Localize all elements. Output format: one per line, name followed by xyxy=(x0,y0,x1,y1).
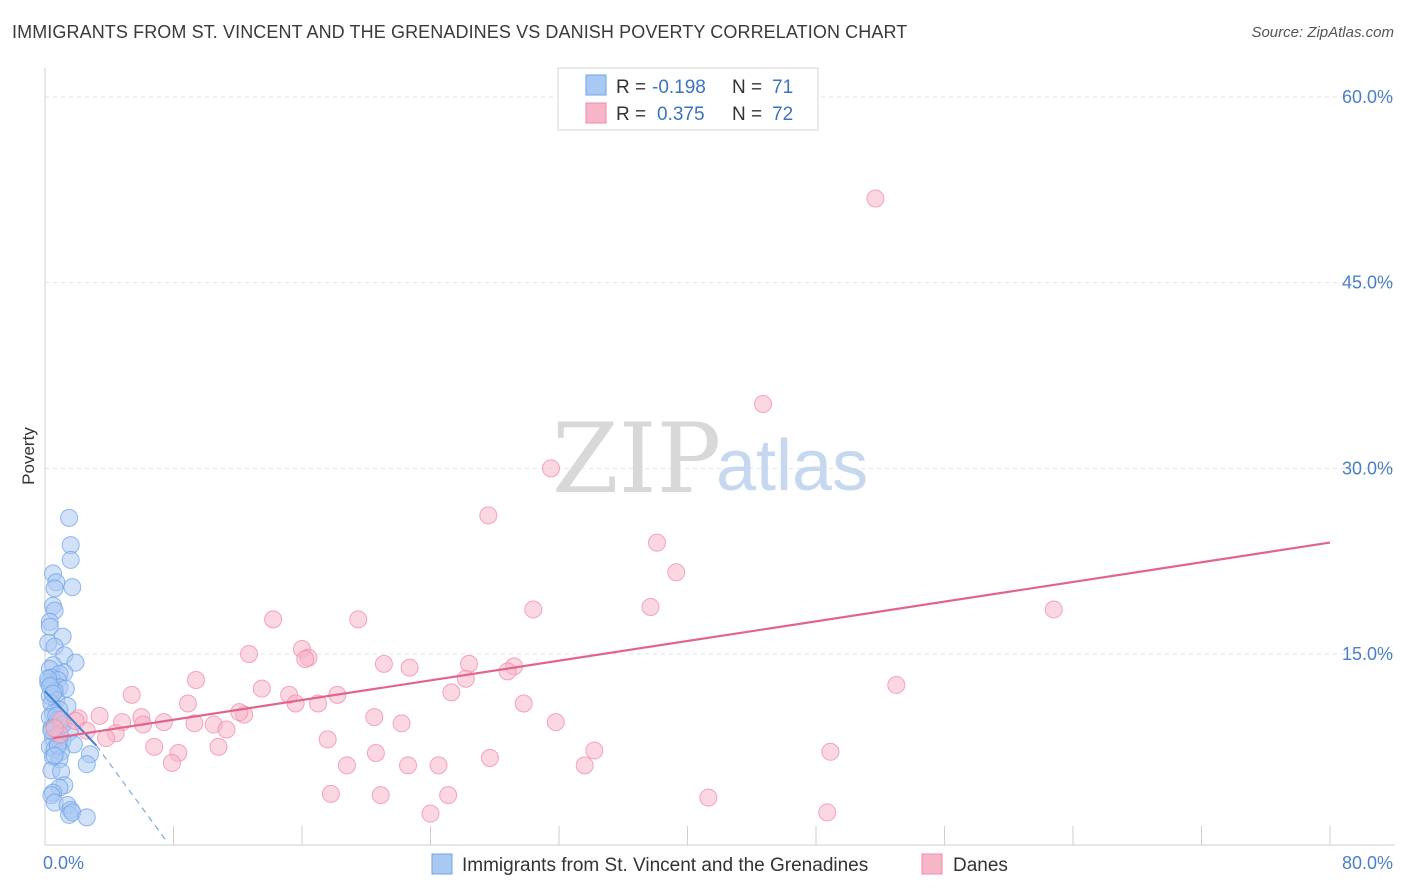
point-series1-68 xyxy=(699,788,718,807)
point-series1-15 xyxy=(374,654,393,673)
point-series1-60 xyxy=(162,753,181,772)
legend-n-value-1: 71 xyxy=(772,77,793,98)
chart-title: IMMIGRANTS FROM ST. VINCENT AND THE GREN… xyxy=(12,22,908,42)
point-series1-45 xyxy=(217,720,236,739)
point-series1-34 xyxy=(90,706,109,725)
point-series1-55 xyxy=(366,744,385,763)
point-series1-8 xyxy=(1044,600,1063,619)
watermark-atlas: atlas xyxy=(716,426,868,506)
watermark-zip: ZIP xyxy=(552,403,721,515)
bottom-legend-swatch-blue xyxy=(431,853,453,875)
trend-line-immigrants-extension xyxy=(95,745,166,841)
point-series1-70 xyxy=(818,803,837,822)
point-series1-14 xyxy=(296,649,315,668)
legend-r-value-2: 0.375 xyxy=(657,104,705,125)
legend-n-value-2: 72 xyxy=(772,104,793,125)
point-series1-7 xyxy=(641,597,660,616)
chart-source: Source: ZipAtlas.com xyxy=(1251,24,1394,41)
point-series1-17 xyxy=(460,654,479,673)
point-series1-41 xyxy=(365,708,384,727)
point-series1-71 xyxy=(45,719,64,738)
point-series1-5 xyxy=(667,563,686,582)
point-series1-10 xyxy=(349,610,368,629)
point-series1-42 xyxy=(392,714,411,733)
point-series0-6 xyxy=(45,579,64,598)
point-series0-0 xyxy=(60,508,79,527)
point-series1-59 xyxy=(480,748,499,767)
y-tick-label-1: 30.0% xyxy=(1342,458,1393,478)
legend-n-label-2: N = xyxy=(732,104,762,125)
point-series0-50 xyxy=(77,755,96,774)
point-series1-62 xyxy=(399,756,418,775)
point-series1-28 xyxy=(178,694,197,713)
legend-swatch-blue xyxy=(585,74,607,96)
legend-r-label-2: R = xyxy=(616,104,646,125)
point-series1-16 xyxy=(400,658,419,677)
point-series1-20 xyxy=(456,669,475,688)
point-series1-2 xyxy=(541,459,560,478)
y-tick-label-3: 60.0% xyxy=(1342,87,1393,107)
legend-r-label-1: R = xyxy=(616,77,646,98)
point-series1-22 xyxy=(252,679,271,698)
point-series1-19 xyxy=(498,662,517,681)
point-series1-0 xyxy=(866,189,885,208)
grid-lines xyxy=(45,96,1395,655)
point-series1-9 xyxy=(264,610,283,629)
point-series1-33 xyxy=(230,703,249,722)
point-series1-1 xyxy=(753,394,772,413)
point-series1-54 xyxy=(209,737,228,756)
bottom-legend: Immigrants from St. Vincent and the Gren… xyxy=(431,853,1008,876)
y-tick-label-0: 15.0% xyxy=(1342,644,1393,664)
point-series1-24 xyxy=(442,683,461,702)
point-series1-53 xyxy=(145,737,164,756)
point-series0-70 xyxy=(45,746,64,765)
y-axis-label: Poverty xyxy=(19,427,38,485)
data-points xyxy=(39,189,1063,827)
point-series1-69 xyxy=(421,804,440,823)
point-series1-21 xyxy=(186,670,205,689)
point-series1-58 xyxy=(821,742,840,761)
point-series1-52 xyxy=(318,730,337,749)
point-series1-29 xyxy=(286,694,305,713)
point-series1-57 xyxy=(585,741,604,760)
point-series1-47 xyxy=(546,713,565,732)
tick-labels: 15.0% 30.0% 45.0% 60.0% 0.0% 80.0% xyxy=(43,87,1393,873)
trend-lines xyxy=(44,541,1331,841)
trend-line-immigrants xyxy=(44,690,98,747)
legend-swatch-pink xyxy=(585,102,607,124)
point-series1-43 xyxy=(185,714,204,733)
bottom-legend-label-blue: Immigrants from St. Vincent and the Gren… xyxy=(462,855,868,876)
point-series1-12 xyxy=(239,645,258,663)
top-legend: R = -0.198 N = 71 R = 0.375 N = 72 xyxy=(557,67,819,131)
point-series1-3 xyxy=(479,506,498,525)
x-tick-label-left: 0.0% xyxy=(43,853,84,873)
point-series1-66 xyxy=(371,786,390,805)
point-series1-31 xyxy=(514,694,533,713)
point-series1-4 xyxy=(647,533,666,552)
point-series1-51 xyxy=(97,729,116,748)
point-series1-26 xyxy=(887,675,906,694)
point-series0-65 xyxy=(44,684,63,703)
point-series1-61 xyxy=(337,756,356,775)
bottom-legend-swatch-pink xyxy=(921,853,943,875)
point-series0-62 xyxy=(77,808,96,827)
point-series1-6 xyxy=(524,600,543,619)
point-series1-64 xyxy=(575,756,594,775)
point-series1-27 xyxy=(122,685,141,704)
x-tick-label-right: 80.0% xyxy=(1342,853,1393,873)
point-series0-2 xyxy=(61,550,80,569)
point-series0-5 xyxy=(63,578,82,597)
legend-n-label-1: N = xyxy=(732,77,762,98)
point-series1-63 xyxy=(429,756,448,775)
point-series1-65 xyxy=(321,784,340,803)
legend-r-value-1: -0.198 xyxy=(652,77,706,98)
bottom-legend-label-pink: Danes xyxy=(953,855,1008,876)
trend-line-danes xyxy=(52,541,1331,740)
y-tick-label-2: 45.0% xyxy=(1342,273,1393,293)
point-series1-67 xyxy=(439,786,458,805)
